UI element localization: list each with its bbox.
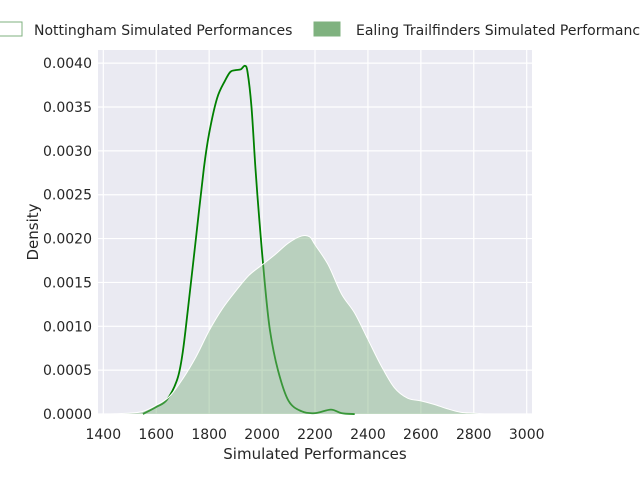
y-tick-label-3: 0.0015 [43, 275, 92, 291]
x-tick-label-1: 1600 [138, 427, 174, 443]
y-tick-label-8: 0.0040 [43, 56, 92, 72]
x-axis-label: Simulated Performances [223, 445, 407, 463]
series-line-nottingham [142, 64, 355, 415]
x-tick-label-4: 2200 [297, 427, 333, 443]
y-tick-label-1: 0.0005 [43, 363, 92, 379]
x-tick-label-6: 2600 [403, 427, 439, 443]
y-tick-label-5: 0.0025 [43, 188, 92, 204]
legend-swatch-ealing [313, 21, 341, 37]
legend-swatch-nottingham [0, 21, 23, 37]
y-tick-label-0: 0.0000 [43, 407, 92, 423]
x-axis-ticks: 1400 1600 1800 2000 2200 2400 2600 2800 3000 [85, 427, 544, 443]
legend: Nottingham Simulated Performances Ealing… [0, 21, 640, 39]
series-area-ealing [108, 235, 506, 414]
x-tick-label-7: 2800 [456, 427, 492, 443]
x-tick-label-5: 2400 [350, 427, 386, 443]
y-tick-label-6: 0.0030 [43, 144, 92, 160]
x-tick-label-3: 2000 [244, 427, 280, 443]
y-axis-ticks: 0.0000 0.0005 0.0010 0.0015 0.0020 0.0025 0.00… [43, 56, 92, 423]
y-tick-label-4: 0.0020 [43, 232, 92, 248]
legend-label-nottingham: Nottingham Simulated Performances [34, 23, 292, 39]
legend-label-ealing: Ealing Trailfinders Simulated Performanc… [356, 23, 640, 39]
y-tick-label-2: 0.0010 [43, 319, 92, 335]
y-tick-label-7: 0.0035 [43, 100, 92, 116]
series-layer [108, 64, 506, 415]
x-tick-label-2: 1800 [191, 427, 227, 443]
x-tick-label-0: 1400 [85, 427, 121, 443]
y-axis-label: Density [24, 203, 42, 260]
series-outline-ealing [108, 234, 506, 415]
x-tick-label-8: 3000 [509, 427, 545, 443]
